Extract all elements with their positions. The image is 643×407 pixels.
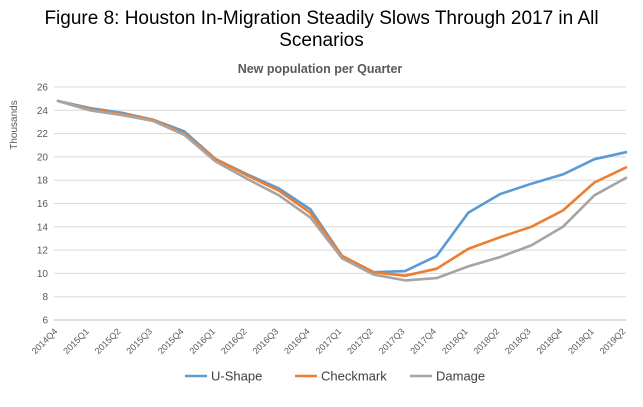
x-tick-label: 2018Q1 <box>440 326 470 356</box>
y-tick-label: 16 <box>37 199 49 210</box>
y-tick-label: 24 <box>37 106 49 117</box>
x-tick-label: 2019Q2 <box>598 326 628 356</box>
x-tick-label: 2017Q3 <box>377 326 407 356</box>
y-tick-label: 22 <box>37 129 49 140</box>
series-line-u-shape <box>56 99 628 274</box>
y-tick-label: 12 <box>37 246 49 257</box>
x-tick-label: 2017Q4 <box>408 326 438 356</box>
legend: U-Shape Checkmark Damage <box>185 369 485 384</box>
x-tick-label: 2017Q2 <box>345 326 375 356</box>
x-axis-ticks: 2014Q4 2015Q1 2015Q2 2015Q3 2015Q4 2016Q1 2016… <box>30 326 628 356</box>
y-tick-label: 6 <box>42 316 48 327</box>
x-tick-label: 2018Q4 <box>535 326 565 356</box>
x-tick-label: 2016Q3 <box>251 326 281 356</box>
series-lines <box>56 99 628 282</box>
x-tick-label: 2016Q2 <box>219 326 249 356</box>
x-tick-label: 2015Q2 <box>93 326 123 356</box>
y-tick-label: 14 <box>37 222 49 233</box>
y-axis-ticks: 6 8 10 12 14 16 18 20 22 24 26 <box>37 83 49 327</box>
x-tick-label: 2015Q3 <box>124 326 154 356</box>
legend-label: Checkmark <box>321 369 387 384</box>
figure-title: Figure 8: Houston In-Migration Steadily … <box>44 8 599 51</box>
x-tick-label: 2018Q3 <box>503 326 533 356</box>
x-tick-label: 2014Q4 <box>30 326 60 356</box>
y-tick-label: 10 <box>37 269 49 280</box>
chart-title: New population per Quarter <box>238 62 403 76</box>
x-tick-label: 2017Q1 <box>314 326 344 356</box>
x-tick-label: 2015Q4 <box>156 326 186 356</box>
y-tick-label: 18 <box>37 176 49 187</box>
y-tick-label: 8 <box>42 292 48 303</box>
series-line-damage <box>56 99 628 282</box>
y-axis-label: Thousands <box>9 100 20 149</box>
legend-label: U-Shape <box>211 369 262 384</box>
gridlines <box>54 86 626 321</box>
y-tick-label: 26 <box>37 83 49 94</box>
x-tick-label: 2016Q4 <box>282 326 312 356</box>
x-tick-label: 2016Q1 <box>187 326 217 356</box>
x-tick-label: 2019Q1 <box>566 326 596 356</box>
x-tick-label: 2018Q2 <box>471 326 501 356</box>
y-tick-label: 20 <box>37 152 49 163</box>
series-line-checkmark <box>56 99 628 278</box>
x-tick-label: 2015Q1 <box>61 326 91 356</box>
legend-label: Damage <box>436 369 485 384</box>
